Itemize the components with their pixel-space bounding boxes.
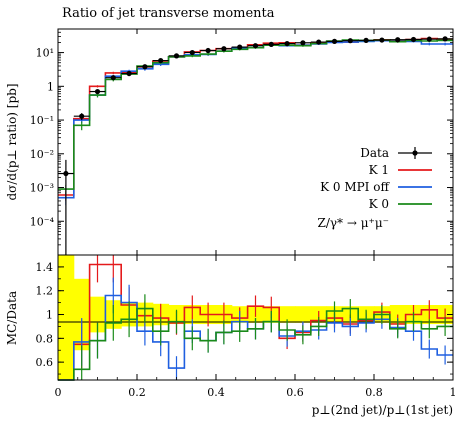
data-point — [221, 46, 227, 52]
ratio-plot-frame — [57, 254, 454, 381]
ratio-y-tick-label: 0.8 — [36, 332, 54, 345]
data-point — [331, 38, 338, 44]
data-point — [268, 41, 274, 47]
data-point — [63, 170, 69, 177]
legend-label: K 1 — [369, 163, 389, 177]
main-y-axis-label: dσ/d(p⊥ ratio) [pb] — [5, 83, 19, 200]
x-tick-label: 0.4 — [207, 386, 225, 399]
data-point — [363, 37, 369, 43]
uncertainty-band-bin — [89, 296, 106, 333]
data-point — [237, 44, 243, 50]
ratio-y-tick-label: 1 — [46, 309, 53, 322]
ratio-y-axis-label: MC/Data — [5, 291, 19, 345]
ratio-axis-ticks: 0.6 0.8 1 1.2 1.4 0 0.2 0.4 0.6 0.8 1 — [36, 255, 457, 399]
uncertainty-band-bin — [279, 306, 296, 323]
x-tick-label: 0.2 — [128, 386, 146, 399]
x-tick-label: 0 — [55, 386, 62, 399]
data-point — [205, 47, 211, 54]
x-tick-label: 0.8 — [365, 386, 383, 399]
ratio-y-tick-label: 1.2 — [36, 285, 54, 298]
mc-histogram-line — [58, 39, 453, 199]
data-point — [347, 38, 353, 44]
ratio-y-tick-label: 0.6 — [36, 356, 54, 369]
ratio-y-tick-label: 1.4 — [36, 261, 54, 274]
data-point — [173, 53, 180, 59]
legend-marker — [412, 150, 418, 156]
main-y-tick-label: 10⁻¹ — [30, 114, 54, 127]
uncertainty-band-bin — [73, 278, 91, 351]
main-y-tick-label: 1 — [47, 80, 54, 93]
data-point — [142, 64, 148, 70]
x-tick-label: 0.6 — [286, 386, 304, 399]
mc-histogram-line — [58, 39, 453, 190]
uncertainty-band-bin — [58, 255, 75, 380]
data-points — [58, 36, 453, 255]
data-point — [410, 36, 417, 43]
x-tick-label: 1 — [450, 386, 457, 399]
data-point — [442, 36, 448, 42]
data-point — [126, 70, 132, 77]
main-y-tick-label: 10⁻³ — [30, 182, 54, 195]
data-point — [94, 88, 101, 95]
data-point — [316, 39, 322, 45]
chart-title: Ratio of jet transverse momenta — [62, 6, 275, 21]
data-point — [300, 40, 306, 46]
ratio-histograms — [58, 255, 453, 381]
x-axis-label: p⊥(2nd jet)/p⊥(1st jet) — [312, 403, 453, 417]
main-plot-frame — [57, 28, 454, 256]
main-y-tick-label: 10¹ — [36, 47, 54, 60]
data-point — [284, 40, 290, 47]
main-y-tick-label: 10⁻² — [30, 148, 54, 161]
legend: Data K 1 K 0 MPI off K 0 — [320, 146, 432, 211]
main-y-tick-label: 10⁻⁴ — [30, 215, 55, 228]
uncertainty-band-bin — [295, 306, 312, 323]
legend-label: K 0 MPI off — [320, 180, 390, 194]
main-panel: 10¹ 1 10⁻¹ 10⁻² 10⁻³ 10⁻⁴ dσ/d(p⊥ ratio) [pb]… — [5, 28, 454, 256]
data-point — [379, 37, 385, 43]
data-point — [158, 57, 164, 64]
process-annotation: Z/γ* → μ⁺μ⁻ — [317, 216, 389, 230]
data-point — [110, 75, 116, 81]
ratio-panel: 0.6 0.8 1 1.2 1.4 0 0.2 0.4 0.6 0.8 1 MC/Data p⊥(2… — [5, 254, 457, 417]
legend-label: K 0 — [369, 197, 389, 211]
main-histograms — [58, 37, 453, 206]
mc-histogram-line — [58, 37, 453, 196]
data-uncertainty-band — [58, 255, 454, 380]
main-y-ticks: 10¹ 1 10⁻¹ 10⁻² 10⁻³ 10⁻⁴ — [30, 28, 454, 255]
ratio-histogram-line — [58, 307, 453, 381]
data-point — [189, 49, 195, 56]
data-point — [79, 113, 85, 119]
legend-label: Data — [360, 146, 389, 160]
data-point — [426, 36, 432, 42]
data-point — [395, 37, 401, 43]
data-point — [252, 43, 259, 49]
